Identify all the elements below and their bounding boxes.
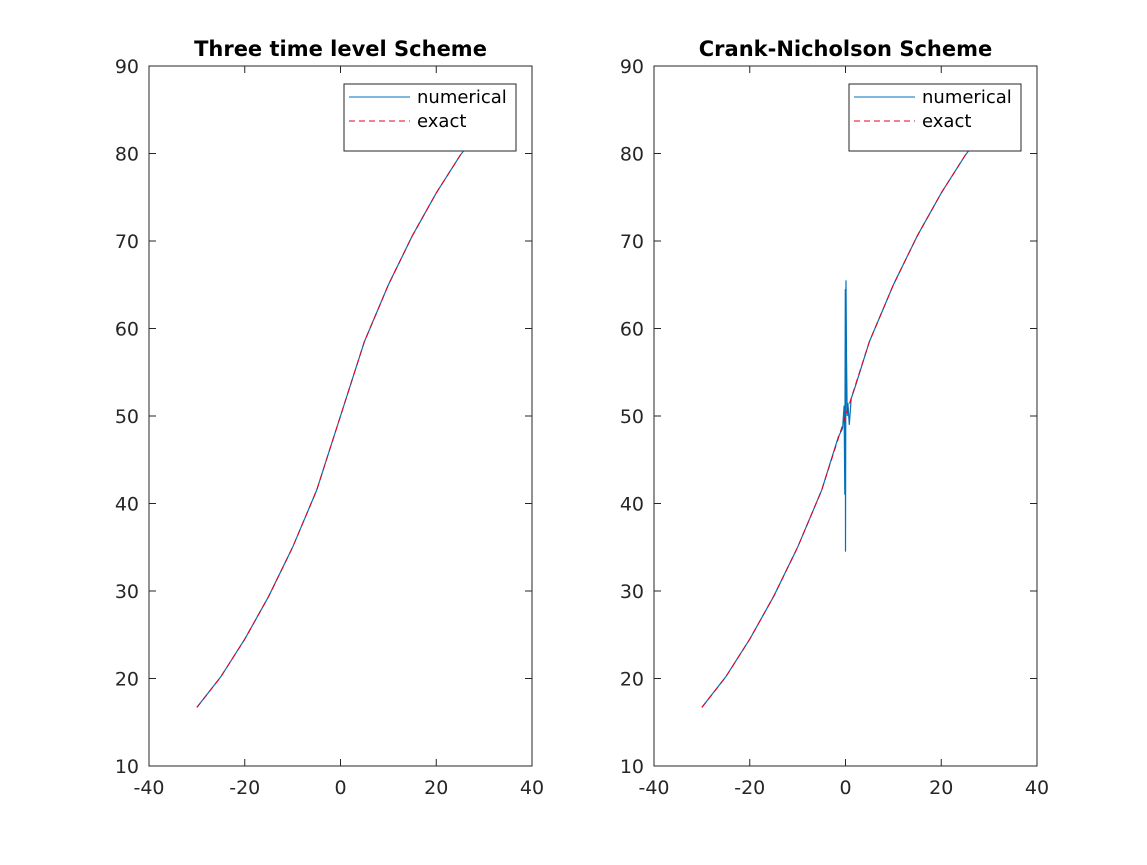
chart-0-ytick-label-3: 40 [115,494,139,516]
chart-1-legend-label-numerical: numerical [922,87,1012,108]
chart-0-ytick-label-1: 20 [115,669,139,691]
chart-0-ytick-label-5: 60 [115,319,139,341]
chart-0-ytick-label-7: 80 [115,144,139,166]
chart-1-ytick-label-4: 50 [620,406,644,428]
chart-0-ytick-label-8: 90 [115,56,139,78]
chart-1-ytick-label-3: 40 [620,494,644,516]
chart-1-ytick-label-7: 80 [620,144,644,166]
chart-0-xtick-label-3: 20 [424,777,448,799]
chart-0-ytick-label-4: 50 [115,406,139,428]
chart-1-ytick-label-0: 10 [620,756,644,778]
chart-0-panel: -40 -20 0 20 40 10 20 30 40 50 60 70 80 90 Three time … [115,37,544,799]
chart-1-xtick-label-2: 0 [839,777,851,799]
chart-1-ytick-label-5: 60 [620,319,644,341]
chart-1-legend-label-exact: exact [922,111,971,132]
chart-0-legend-label-numerical: numerical [417,87,507,108]
chart-1-ytick-label-8: 90 [620,56,644,78]
chart-1-legend-box [848,83,1022,152]
chart-1-xtick-label-0: -40 [638,777,669,799]
chart-0-xtick-label-1: -20 [229,777,260,799]
chart-1-xtick-label-1: -20 [734,777,765,799]
chart-0-xtick-label-2: 0 [334,777,346,799]
chart-1-ytick-label-2: 30 [620,581,644,603]
chart-0-xtick-label-4: 40 [520,777,544,799]
chart-0-ytick-label-6: 70 [115,231,139,253]
chart-1-xtick-label-3: 20 [929,777,953,799]
chart-1-panel: -40 -20 0 20 40 10 20 30 40 50 60 70 80 90 Crank-Nicho… [620,37,1049,799]
chart-0-title: Three time level Scheme [194,37,487,61]
chart-1-legend: numerical exact [848,83,1022,152]
chart-1-title: Crank-Nicholson Scheme [699,37,992,61]
chart-1-series-exact-line [701,124,990,708]
chart-1-ytick-label-6: 70 [620,231,644,253]
chart-1-ytick-label-1: 20 [620,669,644,691]
chart-1-series-numerical-line [701,124,990,708]
chart-0-legend-label-exact: exact [417,111,466,132]
chart-0-legend-box [343,83,517,152]
chart-0-series-exact-line [196,124,485,708]
chart-0-ytick-label-0: 10 [115,756,139,778]
chart-0-xtick-label-0: -40 [133,777,164,799]
chart-0-legend: numerical exact [343,83,517,152]
chart-0-ytick-label-2: 30 [115,581,139,603]
chart-1-xtick-label-4: 40 [1025,777,1049,799]
